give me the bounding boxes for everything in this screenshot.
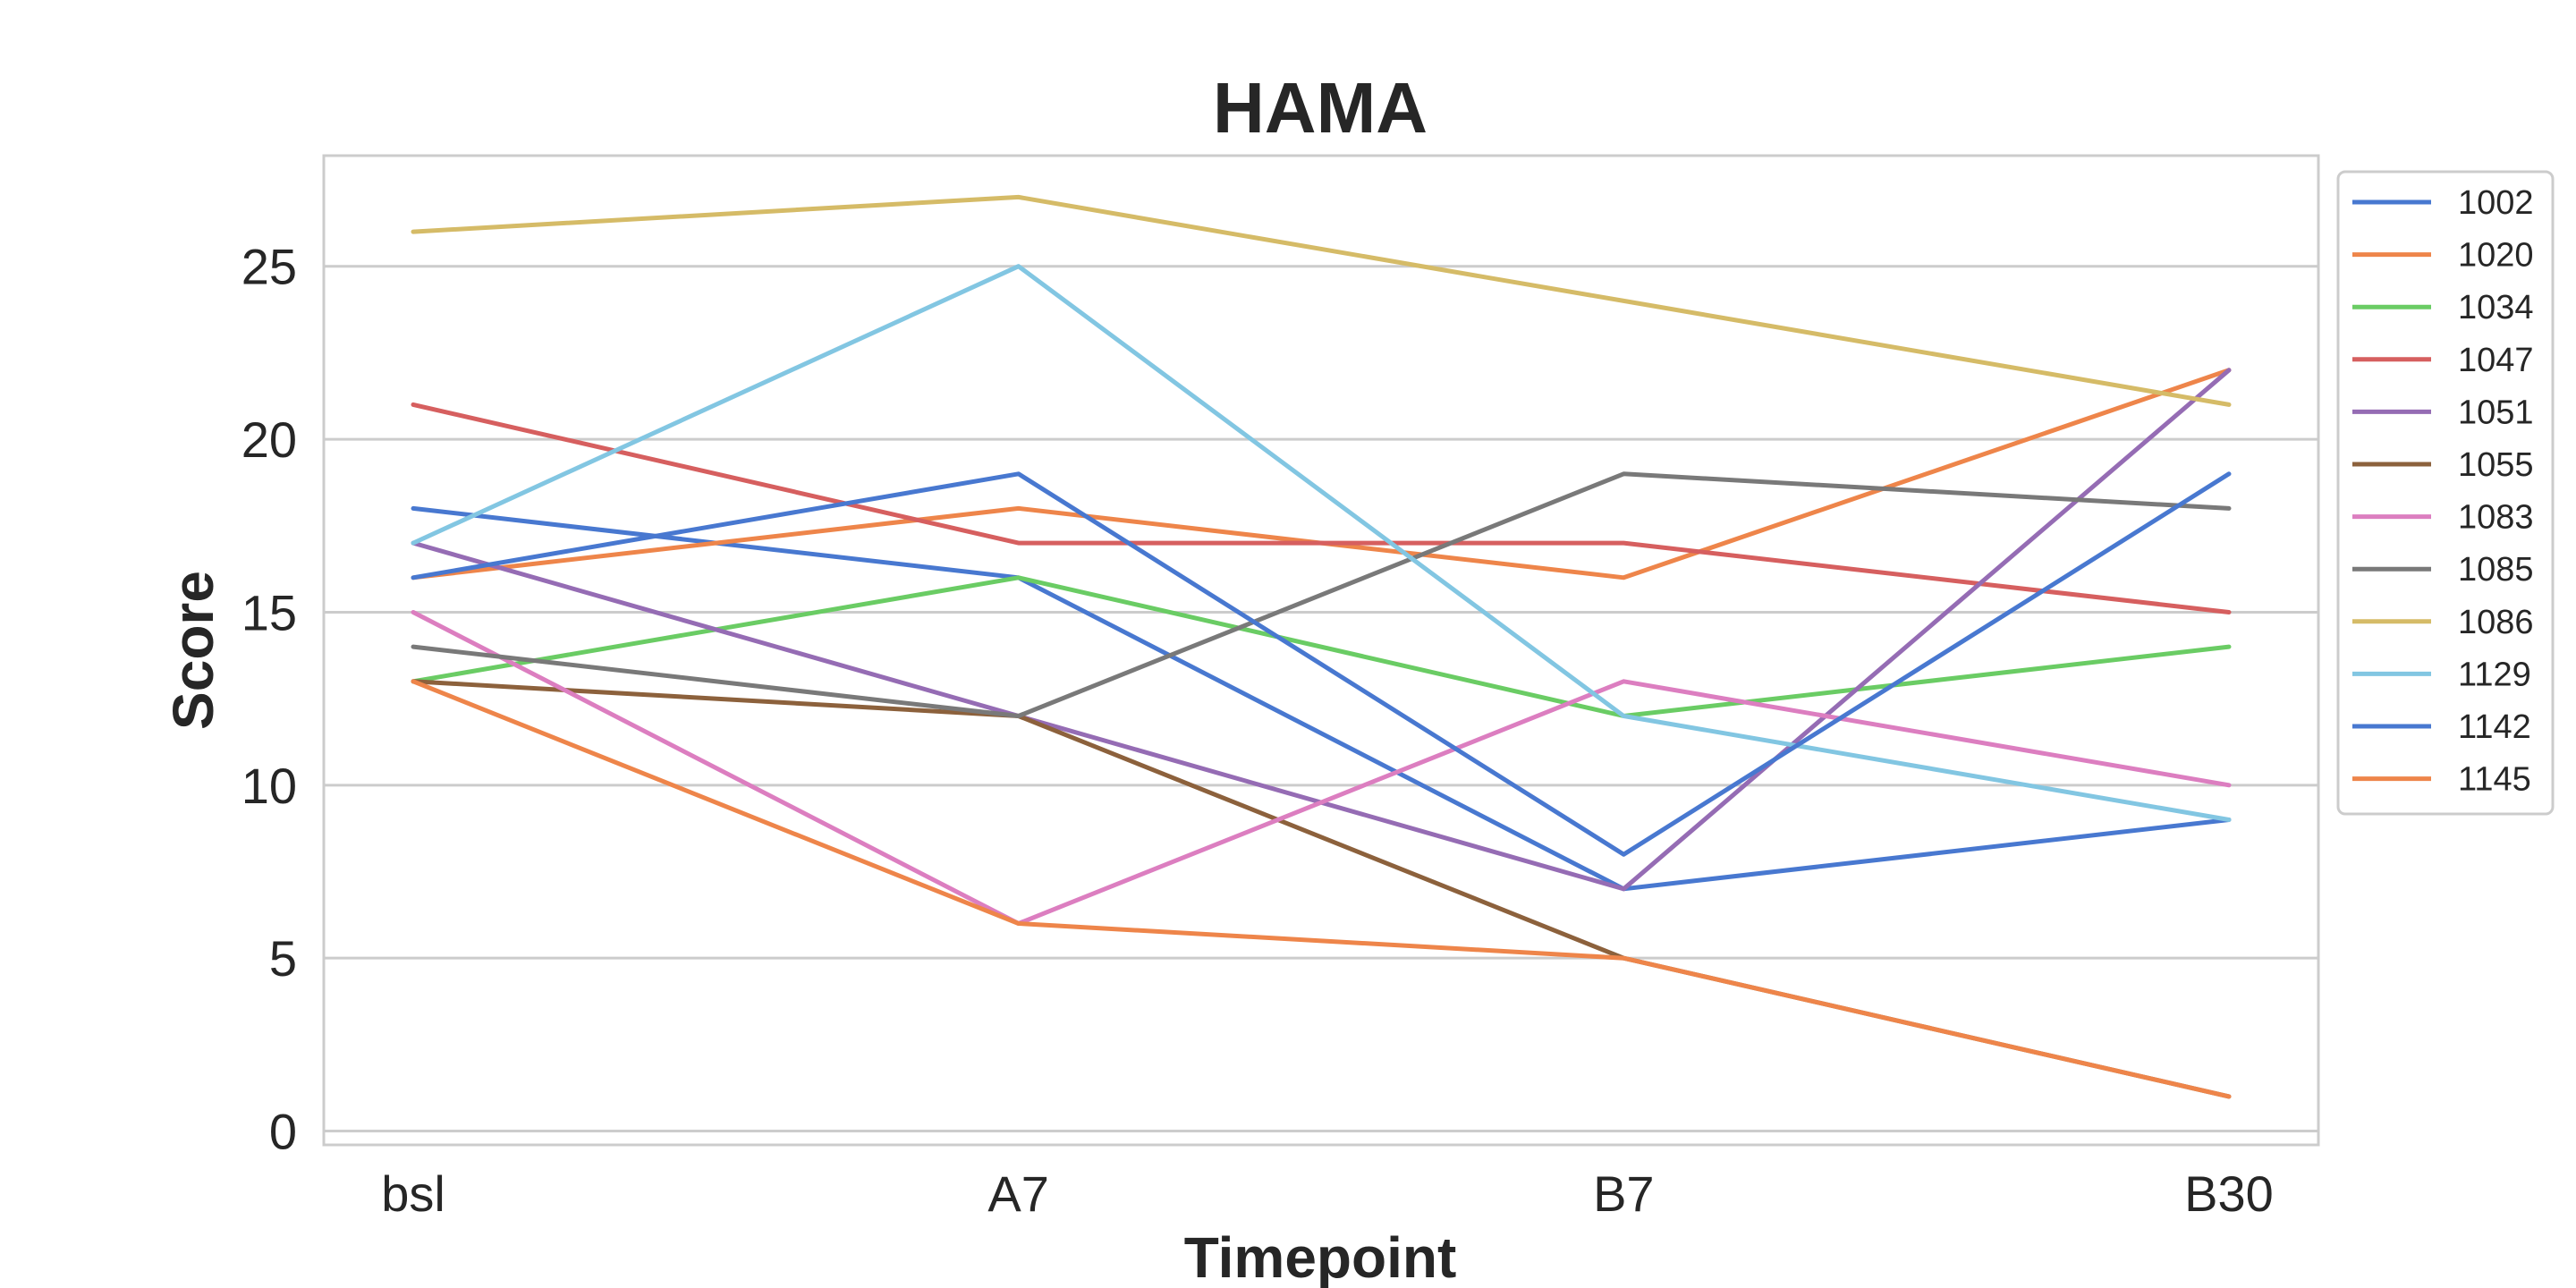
x-axis-ticks: bsl A7 B7 B30 <box>381 1165 2274 1222</box>
series-line-1145 <box>411 679 2232 1099</box>
legend-items: 1002 1020 1034 1047 1051 1055 1083 1085 1086 1129… <box>2352 184 2534 799</box>
legend-label: 1083 <box>2458 499 2534 537</box>
y-axis-label: Score <box>161 571 225 730</box>
chart-title: HAMA <box>1213 68 1428 148</box>
y-tick-label: 10 <box>242 758 297 814</box>
series-line-1142 <box>411 471 2232 857</box>
x-tick-label: A7 <box>987 1165 1049 1222</box>
series-line-1086 <box>411 194 2232 407</box>
y-tick-label: 0 <box>269 1104 297 1160</box>
legend-label: 1085 <box>2458 551 2534 589</box>
legend-label: 1047 <box>2458 342 2534 379</box>
series-line-1085 <box>411 471 2232 718</box>
legend-box <box>2336 170 2555 816</box>
x-tick-label: B30 <box>2184 1165 2274 1222</box>
series-line-1047 <box>411 402 2232 614</box>
x-tick-label: B7 <box>1593 1165 1655 1222</box>
y-axis-ticks: 0 5 10 15 20 25 <box>242 239 297 1160</box>
legend-label: 1051 <box>2458 394 2534 431</box>
legend-label: 1055 <box>2458 446 2534 484</box>
legend-label: 1129 <box>2458 656 2531 693</box>
series-lines <box>411 194 2232 1099</box>
y-tick-label: 15 <box>242 584 297 640</box>
legend: 1002 1020 1034 1047 1051 1055 1083 1085 1086 1129… <box>2336 170 2555 816</box>
y-tick-label: 20 <box>242 411 297 468</box>
series-line-1051 <box>411 368 2232 892</box>
legend-label: 1002 <box>2458 184 2534 222</box>
gridlines <box>324 265 2318 1133</box>
y-tick-label: 5 <box>269 930 297 987</box>
legend-label: 1142 <box>2458 708 2531 746</box>
x-tick-label: bsl <box>381 1165 445 1222</box>
x-axis-label: Timepoint <box>1184 1225 1457 1288</box>
legend-label: 1034 <box>2458 289 2534 326</box>
series-line-1083 <box>411 610 2232 926</box>
y-tick-label: 25 <box>242 239 297 295</box>
series-line-1020 <box>411 368 2232 580</box>
plot-area <box>322 154 2320 1147</box>
legend-label: 1145 <box>2458 761 2531 799</box>
legend-label: 1086 <box>2458 604 2534 641</box>
legend-label: 1020 <box>2458 237 2534 275</box>
series-line-1129 <box>411 264 2232 822</box>
